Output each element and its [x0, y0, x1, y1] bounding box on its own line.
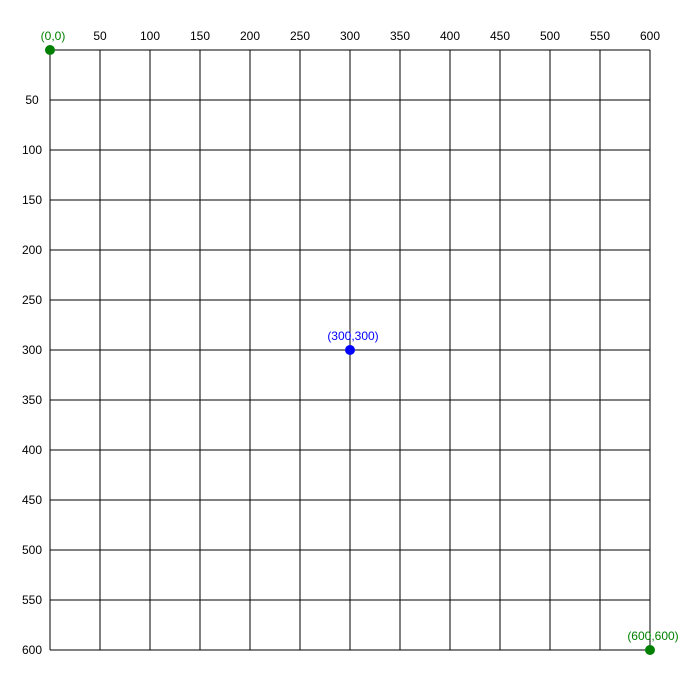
- x-tick-label: 550: [590, 29, 610, 43]
- x-tick-label: 150: [190, 29, 210, 43]
- point-label-corner: (600,600): [627, 629, 678, 643]
- point-label-center: (300,300): [327, 329, 378, 343]
- y-tick-label: 100: [22, 143, 42, 157]
- y-tick-label: 350: [22, 393, 42, 407]
- y-tick-label: 500: [22, 543, 42, 557]
- x-tick-label: 400: [440, 29, 460, 43]
- point-marker-corner: [645, 645, 655, 655]
- x-tick-label: 350: [390, 29, 410, 43]
- y-tick-label: 600: [22, 643, 42, 657]
- point-marker-center: [345, 345, 355, 355]
- y-tick-label: 400: [22, 443, 42, 457]
- point-marker-origin: [45, 45, 55, 55]
- y-tick-label: 200: [22, 243, 42, 257]
- y-tick-label: 50: [25, 93, 39, 107]
- x-tick-label: 450: [490, 29, 510, 43]
- point-label-origin: (0,0): [41, 29, 66, 43]
- x-tick-label: 600: [640, 29, 660, 43]
- x-tick-label: 100: [140, 29, 160, 43]
- x-axis-tick-labels: 50 100 150 200 250 300 350 400 450 500 550 600: [93, 29, 660, 43]
- x-tick-label: 300: [340, 29, 360, 43]
- x-tick-label: 50: [93, 29, 107, 43]
- x-tick-label: 250: [290, 29, 310, 43]
- x-tick-label: 500: [540, 29, 560, 43]
- y-tick-label: 300: [22, 343, 42, 357]
- x-tick-label: 200: [240, 29, 260, 43]
- y-tick-label: 450: [22, 493, 42, 507]
- y-axis-tick-labels: 50 100 150 200 250 300 350 400 450 500 550 600: [22, 93, 42, 657]
- y-tick-label: 250: [22, 293, 42, 307]
- y-tick-label: 150: [22, 193, 42, 207]
- marked-points: (0,0) (300,300) (600,600): [41, 29, 679, 655]
- y-tick-label: 550: [22, 593, 42, 607]
